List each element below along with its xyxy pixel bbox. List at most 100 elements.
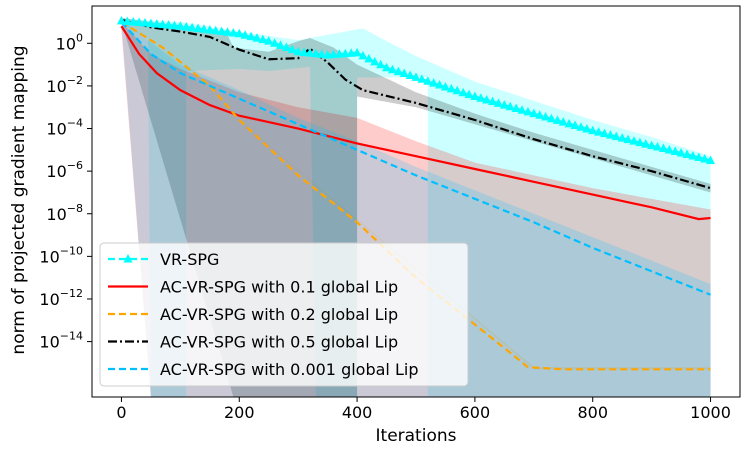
series-marker	[264, 36, 274, 45]
series-marker	[234, 28, 244, 38]
series-marker	[376, 59, 386, 69]
series-marker	[623, 134, 633, 144]
series-marker	[276, 40, 286, 49]
legend: VR-SPG AC-VR-SPG with 0.1 global Lip AC-VR…	[99, 242, 469, 387]
series-marker	[417, 74, 427, 83]
series-marker	[464, 89, 474, 99]
y-tick-label: 10−10	[39, 244, 83, 266]
x-axis-label: Iterations	[376, 426, 457, 446]
series-marker	[676, 148, 686, 157]
series-marker	[576, 122, 586, 131]
series-marker	[323, 50, 333, 59]
series-marker	[187, 22, 197, 32]
series-marker	[334, 49, 344, 58]
series-marker	[458, 87, 468, 97]
series-marker	[211, 25, 221, 35]
y-tick-label: 10−14	[39, 330, 83, 352]
series-marker	[588, 125, 598, 135]
series-marker	[128, 16, 138, 26]
series-marker	[605, 130, 615, 139]
legend-box	[99, 242, 469, 387]
series-marker	[517, 105, 527, 114]
series-marker	[405, 70, 415, 79]
legend-label: AC-VR-SPG with 0.001 global Lip	[160, 360, 418, 379]
series-line	[120, 25, 711, 221]
series-marker	[653, 142, 663, 151]
series-marker	[228, 27, 238, 37]
series-marker	[476, 93, 486, 102]
series-marker	[305, 48, 315, 57]
y-tick-label: 10−12	[39, 287, 83, 309]
series-marker	[299, 47, 309, 56]
series-marker	[505, 101, 515, 111]
x-tick-label: 800	[577, 403, 608, 422]
series-marker	[281, 42, 291, 52]
x-axis-ticks: 0 200 400 600 800 1000	[116, 397, 731, 422]
series-marker	[706, 155, 716, 164]
series-marker	[658, 143, 668, 153]
series-marker	[311, 48, 321, 58]
series-marker	[146, 18, 156, 28]
legend-marker	[123, 254, 133, 263]
series-marker	[700, 153, 710, 163]
y-tick-label: 10−8	[46, 202, 83, 224]
series-marker	[152, 19, 162, 28]
y-tick-label: 100	[56, 31, 83, 53]
series-marker	[670, 146, 680, 156]
series-marker	[293, 46, 303, 56]
series-marker	[116, 15, 126, 25]
series-marker	[688, 151, 698, 160]
series-marker	[617, 133, 627, 142]
y-axis-ticks: 100 10−2 10−4 10−6 10−8 10−10 10−12 10−14	[39, 31, 92, 352]
series-marker	[175, 21, 185, 30]
series-marker	[523, 106, 533, 116]
legend-label: AC-VR-SPG with 0.5 global Lip	[160, 333, 398, 352]
series-marker	[682, 149, 692, 159]
series-marker	[470, 91, 480, 101]
series-marker	[664, 145, 674, 154]
series-line	[120, 21, 711, 296]
series-line	[121, 18, 711, 190]
series-marker	[429, 78, 439, 87]
series-marker	[493, 98, 503, 107]
series-marker	[329, 49, 339, 59]
series-marker	[535, 110, 545, 119]
series-marker	[435, 80, 445, 89]
y-tick-label: 10−6	[46, 159, 83, 181]
series-marker	[529, 108, 539, 118]
series-marker	[317, 49, 327, 58]
series-marker	[411, 72, 421, 81]
series-marker	[340, 48, 350, 58]
series-marker	[488, 96, 498, 106]
series-marker	[482, 94, 492, 104]
series-marker	[499, 100, 509, 109]
series-marker	[641, 139, 651, 148]
series-marker	[346, 48, 356, 57]
series-marker	[252, 33, 262, 42]
series-marker	[552, 115, 562, 124]
y-tick-label: 10−4	[46, 117, 83, 139]
series-marker	[570, 120, 580, 130]
legend-label: AC-VR-SPG with 0.1 global Lip	[160, 278, 398, 297]
x-tick-label: 600	[460, 403, 491, 422]
series-marker	[629, 136, 639, 145]
series-marker	[546, 113, 556, 123]
series-marker	[217, 26, 227, 35]
series-marker	[199, 24, 209, 33]
series-marker	[134, 17, 144, 27]
series-marker	[446, 83, 456, 93]
series-marker	[270, 38, 280, 47]
series-marker	[169, 20, 179, 30]
series-marker	[558, 117, 568, 126]
y-tick-label: 10−2	[46, 74, 83, 96]
series-marker	[181, 21, 191, 31]
series-marker	[382, 62, 392, 72]
series-marker	[594, 127, 604, 136]
x-tick-label: 1000	[690, 403, 731, 422]
series-marker	[140, 18, 150, 27]
series-marker	[164, 20, 174, 29]
series-marker	[564, 118, 574, 128]
series-marker	[600, 128, 610, 138]
series-marker	[352, 47, 362, 57]
